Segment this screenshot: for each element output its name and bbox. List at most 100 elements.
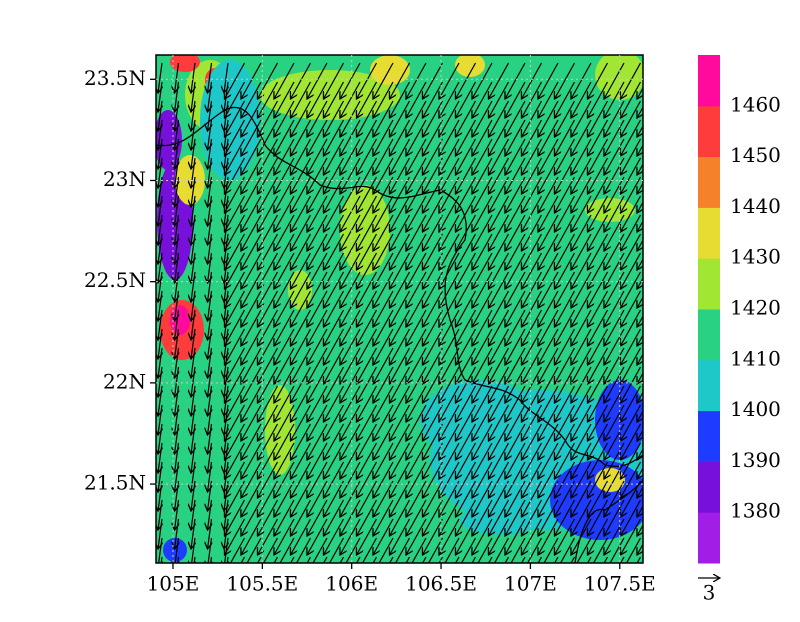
wind-arrow <box>291 81 312 118</box>
wind-arrow <box>592 537 609 563</box>
colorbar-label: 1450 <box>730 143 781 167</box>
wind-arrow <box>472 214 493 251</box>
wind-arrow <box>571 366 592 403</box>
wind-arrow <box>191 214 195 245</box>
wind-arrow <box>158 81 162 112</box>
wind-arrow <box>191 347 195 378</box>
wind-arrow <box>588 100 609 137</box>
wind-arrow <box>456 176 477 213</box>
wind-arrow <box>505 309 526 346</box>
wind-arrow <box>456 328 477 365</box>
wind-arrow <box>225 404 246 441</box>
wind-arrow <box>637 466 643 479</box>
colorbar-bin <box>698 105 720 158</box>
wind-arrow <box>224 176 228 207</box>
wind-arrow <box>291 480 312 517</box>
wind-arrow <box>406 176 427 213</box>
wind-arrow <box>324 195 345 232</box>
wind-arrow <box>258 233 279 270</box>
wind-arrow <box>224 404 228 435</box>
wind-arrow <box>208 366 212 397</box>
wind-arrow <box>571 100 592 137</box>
wind-arrow <box>291 347 312 384</box>
wind-arrow <box>191 328 195 359</box>
wind-arrow <box>340 499 361 536</box>
wind-arrow <box>340 366 361 403</box>
x-tick-label: 107.5E <box>584 572 656 596</box>
wind-arrow <box>390 195 411 232</box>
wind-arrow <box>571 138 592 175</box>
wind-arrow <box>224 328 228 359</box>
wind-arrow <box>505 271 526 308</box>
wind-arrow <box>274 138 295 175</box>
wind-arrow <box>324 157 345 194</box>
colorbar-label: 1400 <box>730 397 781 421</box>
y-tick-label: 23N <box>103 167 146 191</box>
wind-arrow <box>291 195 312 232</box>
wind-arrow <box>258 214 279 251</box>
wind-arrow <box>472 499 493 536</box>
colorbar: 1380 1390 1400 1410 1420 1430 1440 1450 1460 <box>698 55 781 564</box>
wind-arrow <box>258 499 279 536</box>
wind-arrow <box>373 271 394 308</box>
wind-arrow <box>224 233 228 264</box>
wind-arrow <box>555 423 576 460</box>
wind-arrow <box>423 518 444 555</box>
wind-arrow <box>191 461 195 492</box>
colorbar-bin <box>698 156 720 208</box>
wind-arrow <box>324 366 345 403</box>
wind-arrow <box>406 119 427 156</box>
wind-arrow <box>439 214 460 251</box>
wind-arrow <box>177 556 180 563</box>
wind-arrow <box>340 157 361 194</box>
wind-arrow <box>543 537 559 563</box>
wind-arrow <box>621 385 642 422</box>
wind-arrow <box>274 81 295 118</box>
wind-arrow <box>522 347 543 384</box>
wind-arrow <box>373 347 394 384</box>
wind-arrow <box>328 537 345 563</box>
wind-arrow <box>538 81 559 118</box>
wind-arrow <box>604 328 625 365</box>
wind-arrow <box>472 176 493 213</box>
wind-arrow <box>291 461 312 498</box>
wind-arrow <box>571 119 592 156</box>
wind-arrow <box>307 404 328 441</box>
wind-arrow <box>258 366 279 403</box>
wind-arrow <box>291 271 312 308</box>
wind-arrow <box>274 195 295 232</box>
wind-arrow <box>241 252 262 289</box>
wind-arrow <box>604 176 625 213</box>
wind-arrow <box>175 423 179 454</box>
wind-arrow <box>522 62 543 99</box>
colorbar-label: 1440 <box>730 194 781 218</box>
wind-arrow <box>191 423 195 454</box>
wind-arrow <box>522 176 543 213</box>
wind-arrow <box>175 404 179 435</box>
wind-arrow <box>489 366 510 403</box>
wind-arrow <box>571 423 592 460</box>
colorbar-label: 1430 <box>730 245 781 269</box>
wind-arrow <box>456 347 477 384</box>
wind-arrow <box>538 100 559 137</box>
wind-arrow <box>423 252 444 289</box>
wind-arrow <box>175 157 179 188</box>
wind-arrow <box>274 119 295 156</box>
wind-arrow <box>588 62 609 99</box>
wind-arrow <box>226 556 229 563</box>
wind-arrow <box>456 100 477 137</box>
wind-arrow <box>571 328 592 365</box>
wind-arrow <box>291 252 312 289</box>
wind-arrow <box>522 290 543 327</box>
wind-arrow <box>224 347 228 378</box>
wind-arrow <box>361 537 378 563</box>
wind-arrow <box>274 157 295 194</box>
wind-arrow <box>208 195 212 226</box>
wind-arrow <box>621 518 642 555</box>
wind-arrow <box>390 499 411 536</box>
wind-arrow <box>538 62 559 99</box>
wind-arrow <box>439 195 460 232</box>
wind-arrow <box>324 404 345 441</box>
wind-arrow <box>357 176 378 213</box>
wind-arrow <box>538 347 559 384</box>
